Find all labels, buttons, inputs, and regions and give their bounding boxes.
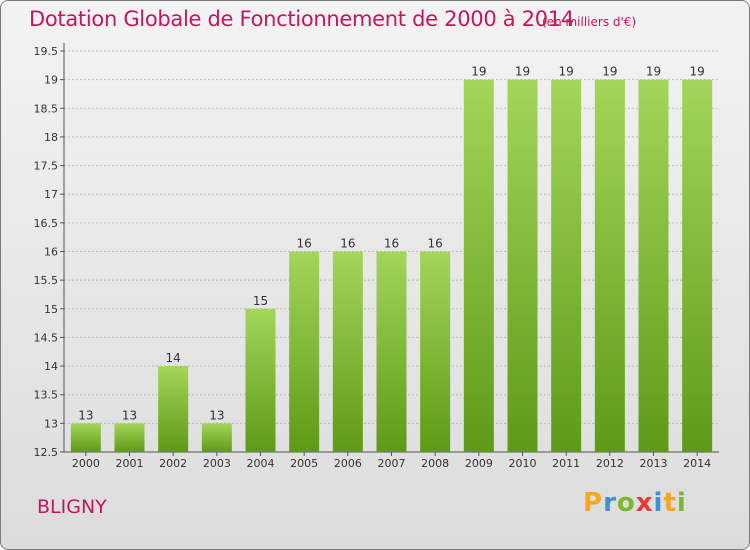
bar — [638, 79, 669, 453]
bar-value-label: 13 — [78, 408, 93, 422]
x-tick-label: 2006 — [334, 457, 362, 470]
logo-letter: i — [653, 488, 664, 518]
bar — [376, 251, 407, 452]
x-tick-label: 2001 — [116, 457, 144, 470]
y-tick-label: 13.5 — [34, 389, 59, 402]
x-tick-label: 2009 — [465, 457, 493, 470]
bar-value-label: 19 — [646, 65, 661, 79]
bar-value-label: 19 — [559, 65, 574, 79]
bars — [70, 79, 713, 453]
bar — [289, 251, 320, 452]
bar-value-label: 19 — [690, 65, 705, 79]
y-tick-label: 15 — [44, 303, 58, 316]
y-tick-label: 16.5 — [34, 217, 59, 230]
bar-value-label: 19 — [602, 65, 617, 79]
bar — [114, 423, 145, 452]
x-tick-label: 2004 — [247, 457, 275, 470]
x-tick-label: 2002 — [159, 457, 187, 470]
y-tick-label: 14.5 — [34, 331, 59, 344]
y-tick-label: 12.5 — [34, 446, 59, 459]
y-tick-label: 15.5 — [34, 274, 59, 287]
bar-value-label: 16 — [340, 237, 355, 251]
logo-letter: P — [583, 488, 604, 518]
bar — [682, 79, 713, 453]
logo-letter: x — [635, 488, 654, 518]
x-tick-label: 2010 — [509, 457, 537, 470]
x-tick-label: 2005 — [290, 457, 318, 470]
y-tick-label: 13 — [44, 417, 58, 430]
x-tick-label: 2008 — [421, 457, 449, 470]
y-tick-label: 17.5 — [34, 160, 59, 173]
x-tick-label: 2014 — [683, 457, 711, 470]
bar — [201, 423, 232, 452]
bar-value-label: 13 — [122, 408, 137, 422]
bar — [463, 79, 494, 453]
proxiti-logo: Proxiti — [583, 488, 687, 518]
y-tick-label: 16 — [44, 246, 58, 259]
bar-value-label: 16 — [428, 237, 443, 251]
bar-value-label: 19 — [471, 65, 486, 79]
logo-letter: t — [663, 488, 677, 518]
labels: 12.5 13 13.5 14 14.5 15 15.5 16 16.5 17 17.5 18 18.5… — [34, 45, 712, 470]
bar-value-label: 16 — [297, 237, 312, 251]
logo-letter: i — [676, 488, 687, 518]
bar — [594, 79, 625, 453]
bar — [332, 251, 363, 452]
y-tick-label: 14 — [44, 360, 58, 373]
bar — [158, 366, 189, 452]
x-tick-label: 2011 — [552, 457, 580, 470]
logo-letter: o — [616, 488, 636, 518]
bar-value-label: 15 — [253, 294, 268, 308]
bar-value-label: 13 — [209, 408, 224, 422]
bar — [507, 79, 538, 453]
bar — [70, 423, 101, 452]
bar — [420, 251, 451, 452]
y-tick-label: 18 — [44, 131, 58, 144]
unit-note: (en milliers d'€) — [542, 15, 637, 29]
bar — [245, 308, 276, 452]
y-tick-label: 19 — [44, 74, 58, 87]
y-tick-label: 19.5 — [34, 45, 59, 58]
x-tick-label: 2000 — [72, 457, 100, 470]
chart-title: Dotation Globale de Fonctionnement de 20… — [29, 7, 574, 31]
bar-value-label: 19 — [515, 65, 530, 79]
bar — [551, 79, 582, 453]
x-tick-label: 2013 — [640, 457, 668, 470]
logo-letter: r — [603, 488, 617, 518]
bar-value-label: 14 — [166, 351, 181, 365]
x-tick-label: 2007 — [378, 457, 406, 470]
x-tick-label: 2012 — [596, 457, 624, 470]
y-tick-label: 18.5 — [34, 102, 59, 115]
bar-value-label: 16 — [384, 237, 399, 251]
y-tick-label: 17 — [44, 188, 58, 201]
x-tick-label: 2003 — [203, 457, 231, 470]
commune-name: BLIGNY — [37, 496, 107, 518]
